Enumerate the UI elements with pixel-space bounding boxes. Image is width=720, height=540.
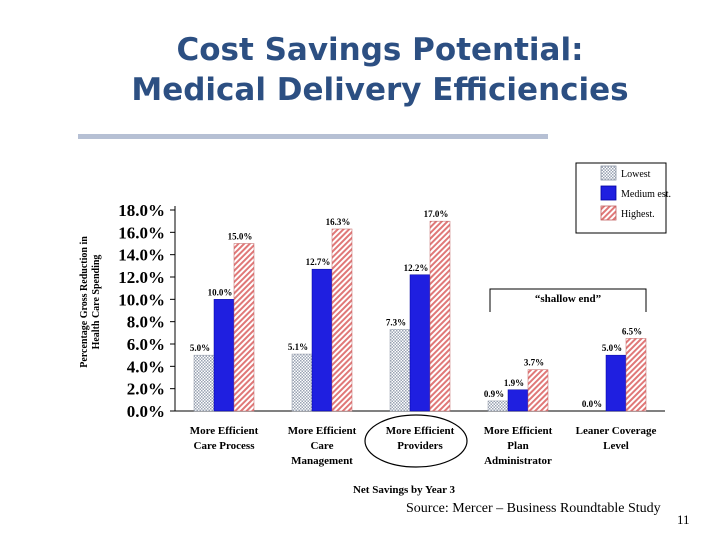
y-tick-label: 18.0% xyxy=(118,201,165,220)
bar-lowest xyxy=(389,329,411,412)
y-axis-label: Percentage Gross Reduction inHealth Care… xyxy=(79,236,102,368)
shallow-end-bracket xyxy=(489,288,647,312)
category-label: More Efficient Care Management xyxy=(288,425,357,467)
bar-lowest xyxy=(291,353,313,412)
category-label: More Efficient Care Process xyxy=(190,425,259,452)
data-label-highest: 15.0% xyxy=(228,232,253,242)
data-label-medium: 1.9% xyxy=(504,378,524,388)
y-tick-label: 16.0% xyxy=(118,223,165,242)
legend-swatch-lowest xyxy=(600,165,617,181)
y-tick-label: 8.0% xyxy=(127,313,165,332)
page-number: 11 xyxy=(677,512,690,527)
providers-highlight-ellipse xyxy=(364,414,468,468)
bar-medium xyxy=(507,389,529,412)
data-label-medium: 12.7% xyxy=(306,257,331,267)
bar-highest xyxy=(429,220,451,412)
data-label-medium: 12.2% xyxy=(404,263,429,273)
bar-highest xyxy=(527,369,549,412)
bar-highest xyxy=(625,338,647,412)
bar-medium xyxy=(409,274,431,412)
category-label: More Efficient Plan Administrator xyxy=(484,425,553,467)
bar-highest xyxy=(233,243,255,412)
data-label-lowest: 0.0% xyxy=(582,399,602,409)
y-tick-label: 4.0% xyxy=(127,357,165,376)
data-label-lowest: 7.3% xyxy=(386,317,406,327)
legend-label-highest: Highest. xyxy=(621,209,655,220)
data-label-lowest: 5.1% xyxy=(288,342,308,352)
shallow-end-annotation: “shallow end” xyxy=(535,293,601,305)
bar-medium xyxy=(605,354,627,412)
legend-label-medium: Medium est. xyxy=(621,189,671,200)
data-label-highest: 6.5% xyxy=(622,326,642,336)
y-tick-label: 14.0% xyxy=(118,246,165,265)
data-label-highest: 16.3% xyxy=(326,217,351,227)
data-label-medium: 5.0% xyxy=(602,343,622,353)
data-label-lowest: 5.0% xyxy=(190,343,210,353)
legend-box xyxy=(575,162,667,234)
data-label-highest: 17.0% xyxy=(424,209,449,219)
y-tick-label: 0.0% xyxy=(127,402,165,421)
bar-medium xyxy=(213,299,235,412)
bar-lowest xyxy=(487,400,509,412)
data-label-lowest: 0.9% xyxy=(484,389,504,399)
y-tick-label: 6.0% xyxy=(127,335,165,354)
category-label: Leaner Coverage Level xyxy=(576,425,657,452)
legend-label-lowest: Lowest xyxy=(621,169,651,180)
slide-title: Cost Savings Potential: Medical Delivery… xyxy=(0,30,720,110)
title-underline xyxy=(78,134,548,139)
category-label: More Efficient Providers xyxy=(386,425,455,452)
legend-swatch-highest xyxy=(600,205,617,221)
bar-lowest xyxy=(193,354,215,412)
legend-swatch-medium xyxy=(600,185,617,201)
y-tick-label: 2.0% xyxy=(127,380,165,399)
title-line-2: Medical Delivery Efficiencies xyxy=(131,72,629,108)
bar-medium xyxy=(311,268,333,412)
title-line-1: Cost Savings Potential: xyxy=(176,32,584,68)
data-label-highest: 3.7% xyxy=(524,358,544,368)
source-citation: Source: Mercer – Business Roundtable Stu… xyxy=(406,501,661,516)
x-axis-label: Net Savings by Year 3 xyxy=(353,484,456,496)
y-tick-label: 10.0% xyxy=(118,290,165,309)
bar-highest xyxy=(331,228,353,412)
data-label-medium: 10.0% xyxy=(208,287,233,297)
y-tick-label: 12.0% xyxy=(118,268,165,287)
